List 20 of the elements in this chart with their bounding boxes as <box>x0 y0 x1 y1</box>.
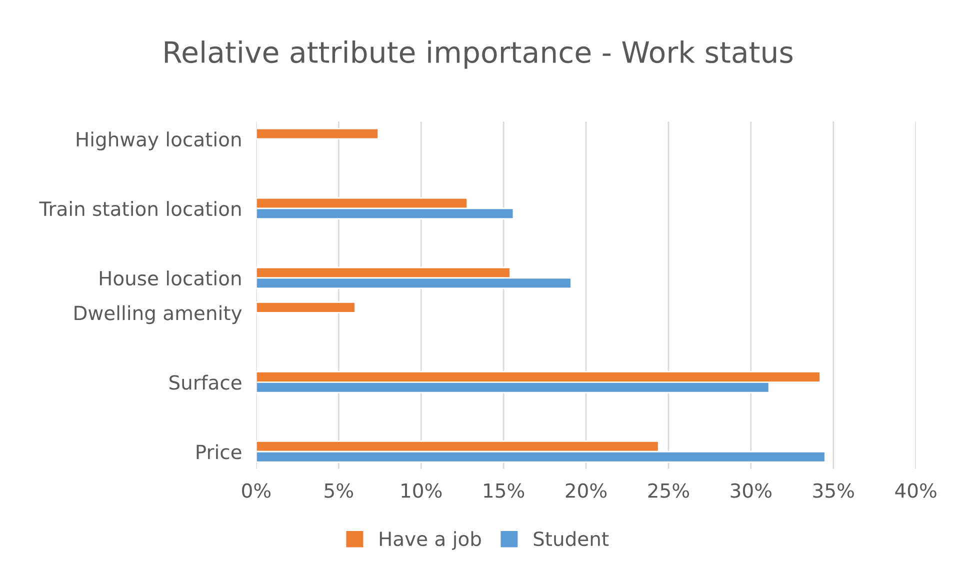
x-tick-label: 25% <box>648 483 690 498</box>
y-tick-label: Train station location <box>39 201 241 216</box>
y-tick-label: House location <box>100 270 241 286</box>
bar <box>256 128 379 140</box>
x-tick-label: 10% <box>402 483 442 498</box>
y-tick-label: Dwelling amenity <box>74 305 242 324</box>
legend-label: Student <box>534 531 609 546</box>
x-tick-label: 0% <box>242 483 271 498</box>
y-tick-label: Price <box>196 444 242 460</box>
x-tick-label: 30% <box>730 483 772 498</box>
chart-title: Relative attribute importance - Work status <box>164 40 792 69</box>
legend-label: Have a job <box>380 531 481 550</box>
x-tick-label: 35% <box>813 483 854 498</box>
x-tick-label: 5% <box>324 483 354 498</box>
x-tick-label: 15% <box>484 483 524 498</box>
y-tick-label: Surface <box>170 374 242 390</box>
x-tick-label: 20% <box>566 483 607 498</box>
x-tick-label: 40% <box>895 483 936 498</box>
bar <box>256 302 356 314</box>
y-tick-label: Highway location <box>76 132 241 150</box>
